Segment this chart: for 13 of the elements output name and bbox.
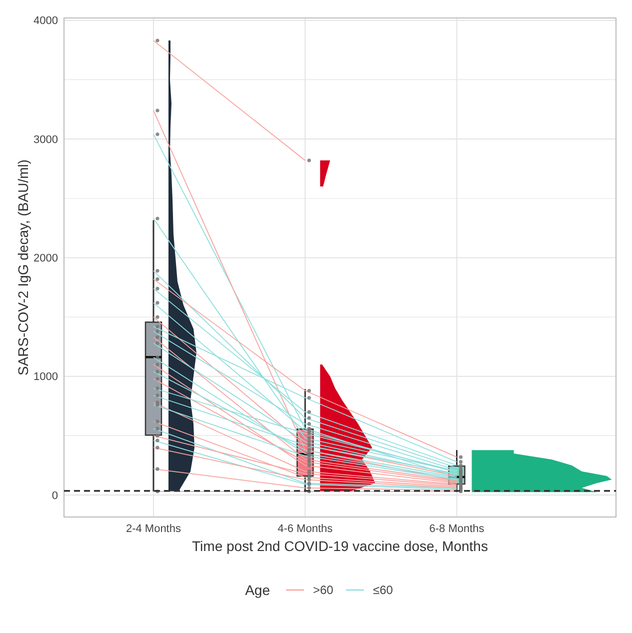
x-axis-title: Time post 2nd COVID-19 vaccine dose, Months bbox=[192, 538, 488, 554]
y-tick-label: 0 bbox=[52, 490, 58, 502]
x-tick-label: 6-8 Months bbox=[429, 523, 485, 535]
x-tick-label: 2-4 Months bbox=[126, 523, 182, 535]
legend-label: >60 bbox=[313, 583, 334, 597]
y-axis-title: SARS-COV-2 IgG decay, (BAU/ml) bbox=[15, 159, 31, 376]
y-tick-label: 2000 bbox=[34, 252, 58, 265]
y-tick-label: 1000 bbox=[34, 371, 58, 384]
y-tick-label: 4000 bbox=[34, 15, 58, 28]
x-tick-label: 4-6 Months bbox=[278, 523, 334, 535]
y-tick-label: 3000 bbox=[34, 134, 58, 146]
legend-label: ≤60 bbox=[373, 583, 394, 597]
legend-title: Age bbox=[245, 582, 270, 598]
